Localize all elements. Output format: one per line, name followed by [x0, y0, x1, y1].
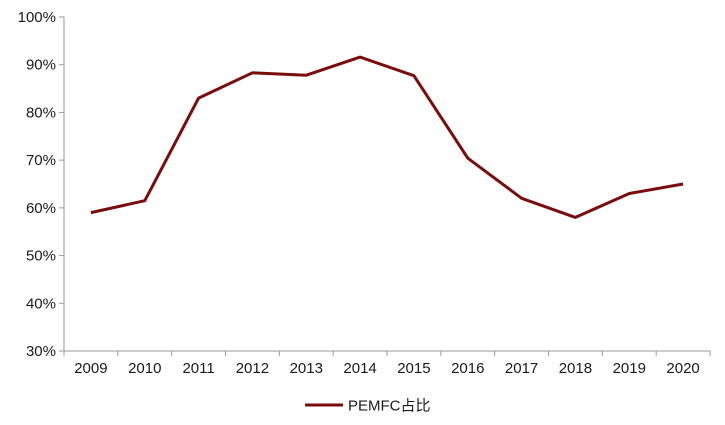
y-tick-label: 30%	[26, 343, 56, 360]
y-tick-label: 60%	[26, 200, 56, 217]
y-tick-label: 50%	[26, 248, 56, 265]
x-tick-label: 2020	[666, 360, 699, 377]
series-layer	[90, 55, 684, 219]
y-tick-label: 100%	[18, 9, 56, 26]
x-tick-label: 2011	[182, 360, 214, 377]
x-tick-label: 2016	[451, 360, 484, 377]
x-tick-label: 2019	[613, 360, 646, 377]
x-tick-label: 2017	[505, 360, 538, 377]
y-tick-label: 90%	[26, 57, 56, 74]
x-tick-label: 2010	[128, 360, 161, 377]
series-line	[90, 55, 684, 219]
x-tick-label: 2014	[343, 360, 376, 377]
x-tick-label: 2015	[397, 360, 430, 377]
y-axis-ticks: 30% 40% 50% 60% 70% 80% 90% 100%	[18, 9, 64, 360]
x-axis-ticks: 2009 2010 2011 2012 2013 2014 2015 2016 2017 2018…	[63, 351, 711, 377]
x-tick-label: 2009	[74, 360, 107, 377]
y-tick-label: 40%	[26, 295, 56, 312]
x-tick-label: 2013	[290, 360, 323, 377]
x-tick-label: 2018	[559, 360, 592, 377]
chart-legend: PEMFC占比	[305, 398, 431, 415]
x-tick-label: 2012	[236, 360, 269, 377]
y-tick-label: 70%	[26, 152, 56, 169]
legend-label: PEMFC占比	[348, 398, 431, 415]
y-tick-label: 80%	[26, 104, 56, 121]
